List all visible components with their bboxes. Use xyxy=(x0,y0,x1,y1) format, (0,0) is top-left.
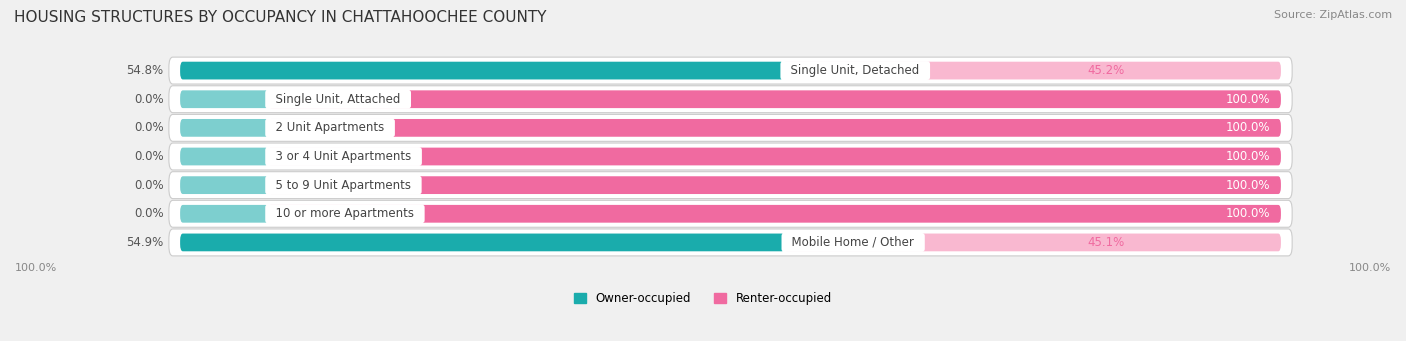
FancyBboxPatch shape xyxy=(785,234,1281,251)
FancyBboxPatch shape xyxy=(180,119,269,137)
FancyBboxPatch shape xyxy=(180,90,269,108)
FancyBboxPatch shape xyxy=(269,176,1281,194)
FancyBboxPatch shape xyxy=(180,234,785,251)
Text: 100.0%: 100.0% xyxy=(1226,207,1270,220)
Text: 100.0%: 100.0% xyxy=(15,263,58,273)
Text: 100.0%: 100.0% xyxy=(1226,121,1270,134)
Text: 10 or more Apartments: 10 or more Apartments xyxy=(269,207,422,220)
Text: Single Unit, Attached: Single Unit, Attached xyxy=(269,93,408,106)
Text: 100.0%: 100.0% xyxy=(1226,93,1270,106)
FancyBboxPatch shape xyxy=(269,90,1281,108)
Text: Mobile Home / Other: Mobile Home / Other xyxy=(785,236,922,249)
FancyBboxPatch shape xyxy=(269,205,1281,223)
Text: Single Unit, Detached: Single Unit, Detached xyxy=(783,64,927,77)
Text: 100.0%: 100.0% xyxy=(1226,179,1270,192)
FancyBboxPatch shape xyxy=(169,229,1292,256)
Text: HOUSING STRUCTURES BY OCCUPANCY IN CHATTAHOOCHEE COUNTY: HOUSING STRUCTURES BY OCCUPANCY IN CHATT… xyxy=(14,10,547,25)
FancyBboxPatch shape xyxy=(180,176,269,194)
FancyBboxPatch shape xyxy=(169,200,1292,227)
FancyBboxPatch shape xyxy=(783,62,1281,79)
Text: 45.1%: 45.1% xyxy=(1088,236,1125,249)
FancyBboxPatch shape xyxy=(169,143,1292,170)
FancyBboxPatch shape xyxy=(180,62,783,79)
Text: 0.0%: 0.0% xyxy=(134,179,163,192)
Text: 45.2%: 45.2% xyxy=(1087,64,1125,77)
Text: 100.0%: 100.0% xyxy=(1226,150,1270,163)
FancyBboxPatch shape xyxy=(180,205,269,223)
Text: 0.0%: 0.0% xyxy=(134,207,163,220)
Text: 54.8%: 54.8% xyxy=(127,64,163,77)
Text: 0.0%: 0.0% xyxy=(134,93,163,106)
FancyBboxPatch shape xyxy=(169,86,1292,113)
FancyBboxPatch shape xyxy=(169,114,1292,141)
FancyBboxPatch shape xyxy=(169,172,1292,198)
FancyBboxPatch shape xyxy=(169,57,1292,84)
FancyBboxPatch shape xyxy=(269,119,1281,137)
Text: 100.0%: 100.0% xyxy=(1348,263,1391,273)
Text: 0.0%: 0.0% xyxy=(134,121,163,134)
FancyBboxPatch shape xyxy=(180,148,269,165)
Text: Source: ZipAtlas.com: Source: ZipAtlas.com xyxy=(1274,10,1392,20)
Text: 5 to 9 Unit Apartments: 5 to 9 Unit Apartments xyxy=(269,179,419,192)
Text: 3 or 4 Unit Apartments: 3 or 4 Unit Apartments xyxy=(269,150,419,163)
Legend: Owner-occupied, Renter-occupied: Owner-occupied, Renter-occupied xyxy=(574,292,832,305)
Text: 54.9%: 54.9% xyxy=(127,236,163,249)
Text: 2 Unit Apartments: 2 Unit Apartments xyxy=(269,121,392,134)
FancyBboxPatch shape xyxy=(269,148,1281,165)
Text: 0.0%: 0.0% xyxy=(134,150,163,163)
